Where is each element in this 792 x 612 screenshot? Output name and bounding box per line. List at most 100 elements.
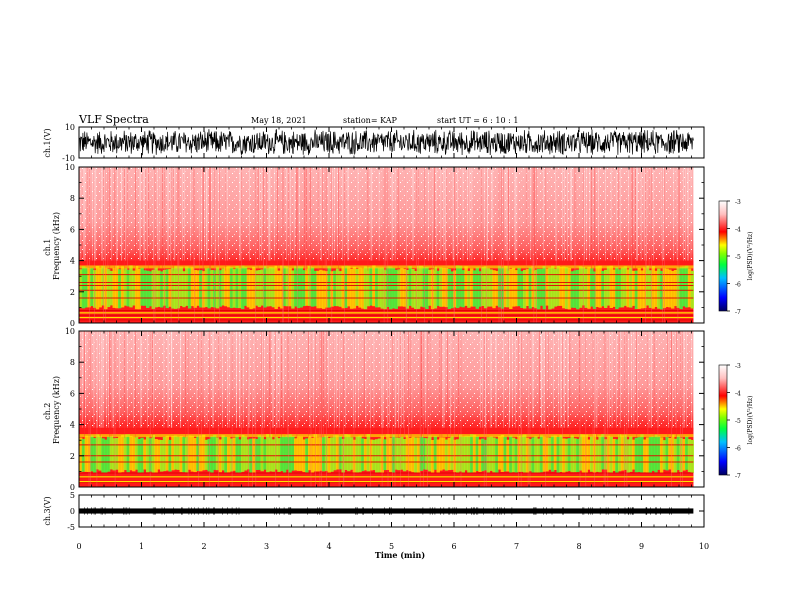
spectrogram-band-column — [400, 268, 404, 307]
spectrogram-speckle — [79, 331, 694, 428]
spectrogram-band-column — [179, 436, 183, 473]
y-tick-label: -10 — [62, 154, 75, 163]
spectrogram-band-column — [338, 271, 343, 307]
spectrogram-band-column — [685, 265, 689, 308]
spectrogram-band-column — [201, 271, 206, 308]
spectrogram-band-column — [115, 265, 119, 309]
spectrogram-band-column — [428, 269, 432, 306]
spectrogram-band-column — [442, 267, 446, 307]
spectrogram-band-column — [349, 269, 354, 309]
spectrogram-band-column — [531, 437, 535, 473]
ch2-colorbar — [718, 364, 728, 476]
spectrogram-band-column — [274, 265, 278, 309]
ch1-colorbar-tick-label: -7 — [735, 309, 741, 316]
spectrogram-band-column — [129, 435, 133, 471]
spectrogram-band-column — [436, 439, 440, 474]
spectrogram-band-column — [207, 268, 211, 309]
spectrogram-band-column — [90, 435, 94, 472]
spectrogram-band-column — [347, 434, 351, 472]
spectrogram-band-column — [134, 436, 139, 470]
spectrogram-band-column — [587, 267, 591, 309]
spectrogram-band-column — [361, 438, 365, 472]
colorbars: -3 -4 -5 -6 -7 log(PSD)(V²/Hz) -3 -4 -5 -6 -7 log(P… — [718, 199, 754, 480]
spectrogram-band-column — [257, 435, 262, 470]
spectrogram-band-column — [676, 435, 680, 471]
spectrogram-band-column — [551, 435, 555, 472]
y-tick-label: 6 — [70, 225, 75, 234]
y-tick-label: 0 — [70, 319, 75, 328]
spectrogram-band-column — [657, 436, 661, 470]
spectrogram-band-column — [475, 267, 479, 309]
spectrogram-band-column — [601, 434, 605, 470]
spectrogram-band-column — [461, 436, 465, 473]
spectrogram-band-column — [154, 267, 158, 308]
ch2-colorbar-tick-label: -7 — [735, 473, 741, 480]
spectrogram-band-column — [294, 266, 298, 307]
spectrogram-band-column — [643, 267, 647, 309]
spectrogram-band-column — [252, 266, 256, 309]
y-tick-label: 0 — [70, 507, 75, 516]
spectrogram-band-column — [492, 270, 496, 309]
spectrogram-band-column — [402, 439, 407, 472]
spectrogram-band-column — [419, 265, 424, 307]
ch3-waveform-panel: 5 0 -5 — [67, 491, 705, 532]
spectrogram-band-column — [500, 267, 505, 309]
spectrogram-band-column — [182, 271, 186, 308]
spectrogram-band-column — [442, 437, 446, 470]
spectrogram-band-column — [573, 438, 577, 473]
spectrogram-band-column — [439, 437, 443, 471]
spectrogram-band-column — [481, 438, 485, 472]
spectrogram-band-column — [400, 436, 404, 470]
spectrogram-band-column — [106, 436, 111, 472]
spectrogram-band-column — [249, 269, 253, 310]
spectrogram-band-column — [266, 434, 270, 473]
spectrogram-band-column — [268, 267, 273, 307]
spectrogram-band-column — [495, 270, 499, 306]
spectrogram-band-column — [402, 269, 407, 307]
spectrogram-band-column — [266, 268, 270, 307]
ch2-spec-ylabel-line2: Frequency (kHz) — [52, 376, 61, 444]
spectrogram-band-column — [291, 436, 295, 471]
spectrogram-band-column — [687, 268, 692, 308]
ch3-waveform-band — [79, 508, 694, 514]
spectrogram-band-column — [310, 267, 315, 307]
spectrogram-band-column — [115, 438, 119, 470]
spectrogram-band-column — [146, 270, 150, 308]
spectrogram-band-column — [366, 267, 370, 307]
spectrogram-band-column — [682, 266, 686, 307]
spectrogram-band-column — [444, 439, 449, 471]
spectrogram-band-column — [199, 270, 203, 308]
spectrogram-band-column — [241, 265, 245, 310]
spectrogram-band-column — [528, 267, 532, 309]
spectrogram-band-column — [383, 269, 387, 310]
spectrogram-band-column — [637, 268, 641, 309]
spectrogram-band-column — [447, 437, 451, 471]
spectrogram-band-column — [229, 438, 234, 472]
spectrogram-band-column — [361, 268, 365, 309]
ch2-colorbar-tick-label: -3 — [735, 363, 741, 370]
spectrogram-band-column — [232, 437, 236, 471]
spectrogram-band-column — [151, 435, 155, 474]
spectrogram-band-column — [185, 266, 189, 306]
spectrogram-band-column — [330, 437, 334, 472]
spectrogram-band-column — [160, 271, 164, 308]
spectrogram-band-column — [548, 267, 552, 310]
spectrogram-band-column — [545, 268, 549, 306]
spectrogram-band-column — [648, 270, 653, 308]
spectrogram-band-column — [620, 267, 625, 308]
spectrogram-band-column — [405, 269, 410, 309]
spectrogram-band-column — [648, 436, 653, 474]
y-tick-label: 2 — [70, 452, 75, 461]
spectrogram-band-column — [193, 438, 197, 473]
spectrogram-band-column — [439, 267, 443, 307]
spectrogram-band-column — [615, 267, 619, 310]
spectrogram-band-column — [243, 436, 248, 471]
spectrogram-band-column — [313, 270, 317, 307]
spectrogram-band-column — [204, 268, 209, 307]
spectrogram-band-column — [296, 266, 301, 309]
spectrogram-band-column — [671, 434, 675, 474]
spectrogram-band-column — [95, 434, 100, 470]
spectrogram-band-column — [548, 437, 552, 470]
spectrogram-band-column — [98, 435, 102, 471]
spectrogram-band-column — [564, 267, 569, 309]
